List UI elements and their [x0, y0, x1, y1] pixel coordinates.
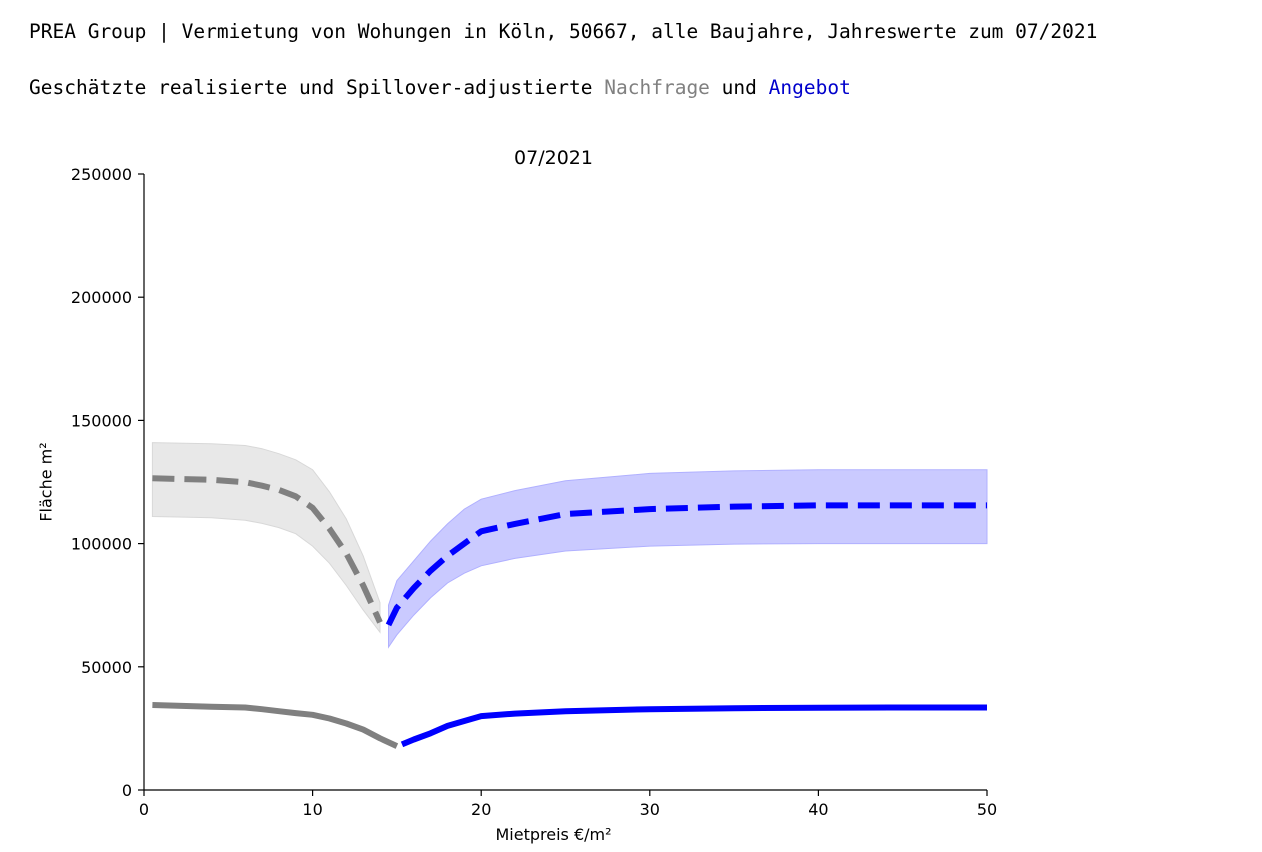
axes [143, 174, 987, 791]
x-tick-label: 10 [302, 800, 322, 819]
y-ticks: 0 50000 100000 150000 200000 250000 [71, 165, 144, 800]
y-axis-label: Fläche m² [37, 442, 56, 521]
series-lines [152, 475, 987, 749]
y-tick-label: 200000 [71, 288, 132, 307]
page-subtitle: Geschätzte realisierte und Spillover-adj… [29, 76, 851, 99]
y-tick-label: 150000 [71, 411, 132, 430]
x-axis-label: Mietpreis €/m² [495, 825, 611, 844]
x-ticks: 0 10 20 30 40 50 [139, 790, 997, 819]
y-tick-label: 50000 [81, 658, 132, 677]
subtitle-demand-word: Nachfrage [604, 76, 710, 99]
x-tick-label: 50 [977, 800, 997, 819]
x-tick-label: 30 [640, 800, 660, 819]
y-tick-label: 0 [122, 781, 132, 800]
subtitle-supply-word: Angebot [768, 76, 851, 99]
demand_realized-line [152, 702, 399, 749]
page-title: PREA Group | Vermietung von Wohungen in … [29, 20, 1098, 43]
subtitle-prefix: Geschätzte realisierte und Spillover-adj… [29, 76, 605, 99]
supply_realized-line [400, 704, 987, 748]
confidence-bands [151, 442, 988, 649]
supply_spillover-line [385, 502, 987, 627]
y-tick-label: 250000 [71, 165, 132, 184]
demand_spillover-band [151, 442, 381, 634]
chart-title: 07/2021 [514, 147, 593, 169]
x-tick-label: 0 [139, 800, 149, 819]
x-tick-label: 20 [471, 800, 491, 819]
subtitle-join: und [709, 76, 769, 99]
y-tick-label: 100000 [71, 535, 132, 554]
x-tick-label: 40 [808, 800, 828, 819]
demand_spillover-line [152, 475, 383, 624]
supply_spillover-band [388, 469, 988, 649]
